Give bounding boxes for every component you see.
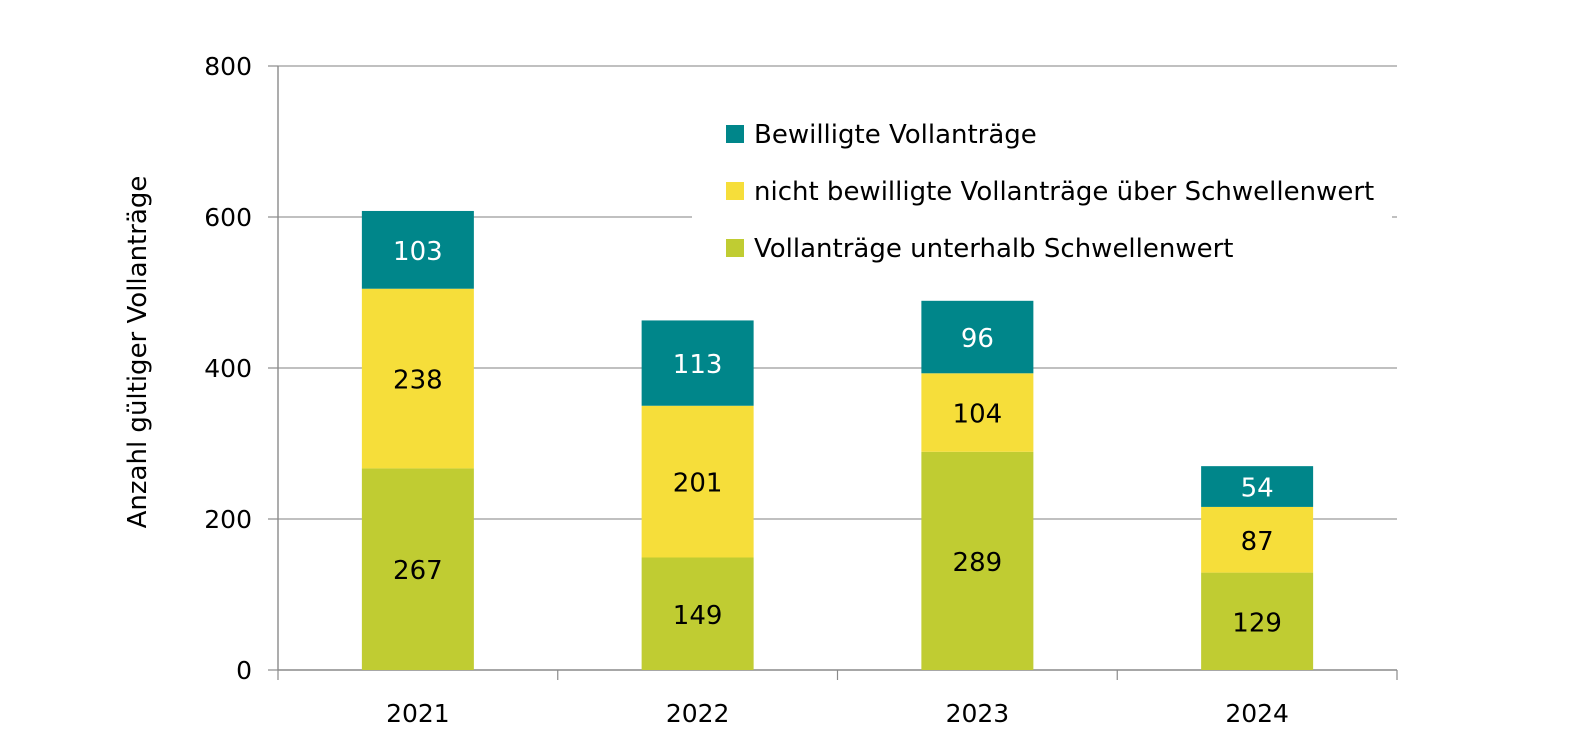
legend-swatch xyxy=(726,182,744,200)
x-tick-label: 2022 xyxy=(666,699,730,728)
bar-segment xyxy=(1201,466,1314,507)
bar-segment xyxy=(361,210,474,289)
bar-segment xyxy=(641,405,754,558)
legend-background xyxy=(692,108,1392,278)
legend-label: nicht bewilligte Vollanträge über Schwel… xyxy=(754,177,1374,207)
legend: Bewilligte Vollanträge nicht bewilligte V… xyxy=(692,108,1392,278)
bar-segment xyxy=(921,300,1034,374)
legend-label: Bewilligte Vollanträge xyxy=(754,120,1037,150)
data-labels: 267 238 103 149 201 113 289 104 96 129 87 54 xyxy=(393,237,1282,638)
bar-segment xyxy=(1201,572,1314,670)
data-label: 267 xyxy=(393,556,443,586)
data-label: 96 xyxy=(961,324,994,354)
legend-label: Vollanträge unterhalb Schwellenwert xyxy=(754,234,1234,264)
data-label: 129 xyxy=(1232,608,1282,638)
x-tick-label: 2024 xyxy=(1225,699,1289,728)
x-tick-label: 2023 xyxy=(946,699,1010,728)
y-tick-label: 800 xyxy=(204,52,252,81)
data-label: 104 xyxy=(953,400,1003,430)
x-tick-label: 2021 xyxy=(386,699,450,728)
bar-segment xyxy=(641,557,754,670)
data-label: 201 xyxy=(673,469,723,499)
bar-segment xyxy=(921,451,1034,670)
bar-segment xyxy=(1201,506,1314,573)
y-tick-label: 200 xyxy=(204,505,252,534)
y-axis-title: Anzahl gültiger Vollanträge xyxy=(123,176,153,529)
y-tick-label: 400 xyxy=(204,354,252,383)
bar-segment xyxy=(361,288,474,469)
bar-segment xyxy=(921,373,1034,452)
data-label: 54 xyxy=(1241,474,1274,504)
legend-swatch xyxy=(726,239,744,257)
bars xyxy=(361,210,1314,670)
data-label: 87 xyxy=(1241,527,1274,557)
legend-swatch xyxy=(726,125,744,143)
y-tick-label: 600 xyxy=(204,203,252,232)
data-label: 113 xyxy=(673,350,723,380)
y-tick-label: 0 xyxy=(236,656,252,685)
bar-segment xyxy=(641,320,754,406)
data-label: 289 xyxy=(953,548,1003,578)
bar-segment xyxy=(361,468,474,670)
data-label: 103 xyxy=(393,237,443,267)
data-label: 238 xyxy=(393,366,443,396)
data-label: 149 xyxy=(673,601,723,631)
